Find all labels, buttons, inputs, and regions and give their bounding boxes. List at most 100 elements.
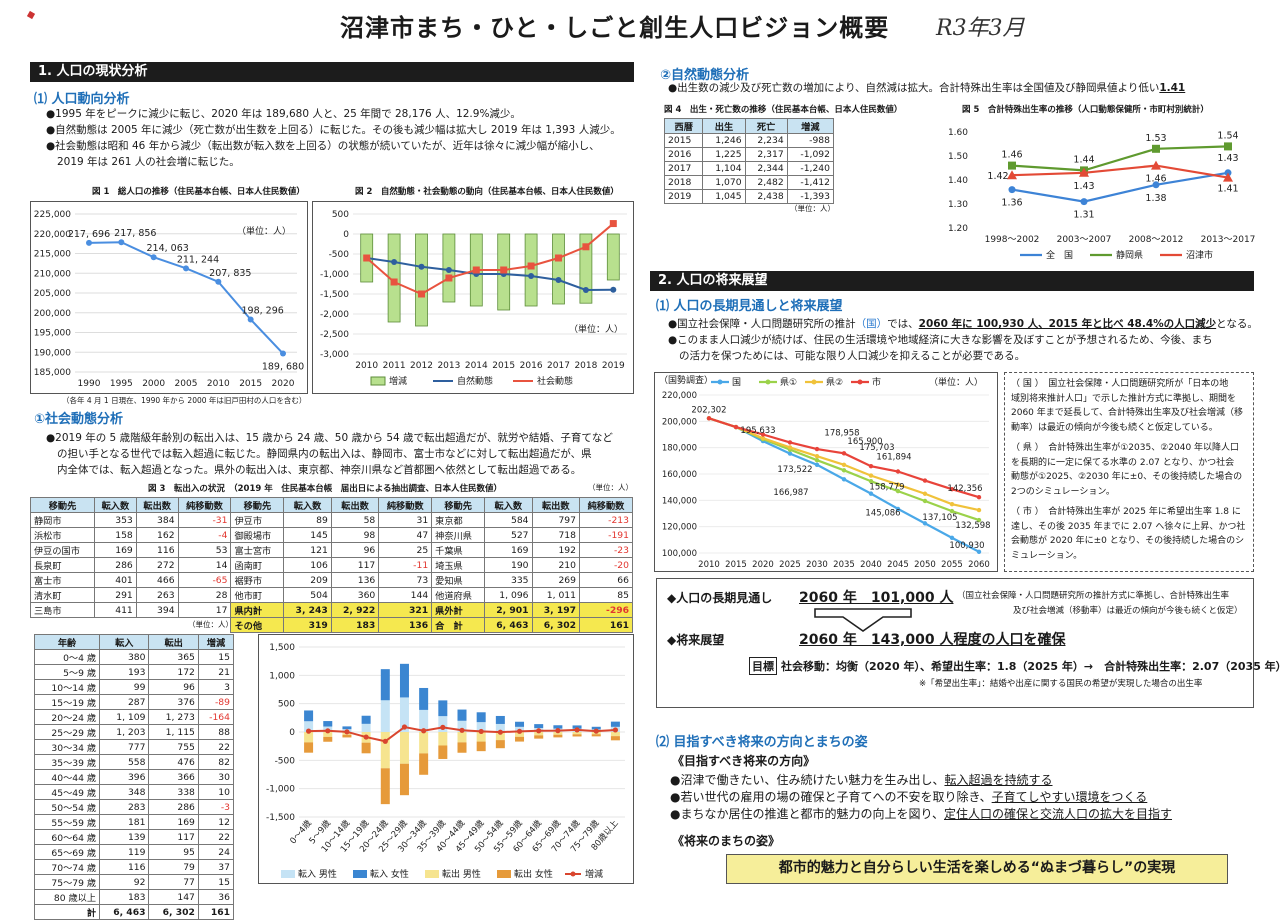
social-point [609,220,617,228]
table-cell: 96 [148,679,199,695]
x-tick-label: 2017 [547,361,570,371]
data-point [1008,186,1016,194]
data-label: 132,598 [955,521,990,531]
net-point [459,727,465,733]
out-male-bar [438,732,448,746]
data-point [118,239,125,246]
table-cell: 210 [531,557,581,573]
legend-swatch-change [370,376,386,386]
bullet-1a: ●沼津で働きたい、住み続けたい魅力を生み出し、 [670,773,945,787]
section2-text: ●国立社会保障・人口問題研究所の推計（国）では、2060 年に 100,930 … [668,316,1258,364]
goal-text: 社会移動：均衡（2020 年）、希望出生率：1.8（2025 年）→ 合計特殊出… [781,660,1280,673]
section1-sub2: ①社会動態分析 [34,412,124,427]
age-table: 年齢 転入 転出 増減 0～4 歳 380 365 15 5～9 歳 193 172 21 10～14 … [33,634,235,920]
fig1-chart: 225,000 220,000 215,000 210,000 205,000 200,0… [34,210,304,389]
s2-p1d: 2060 年に 100,930 人、2015 年と比べ 48.4%の人口減少 [918,318,1217,330]
para-4c: 内全体では、転入超過となった。県外の転出入は、東京都、神奈川県など首都圏へ依然と… [57,464,582,476]
note-3a: （ 市 ） 合計特殊出生率が 2025 年に希望出生率 1.8 に [1011,507,1241,517]
table-cell: 県外計 [431,602,486,618]
in-female-bar [380,669,390,701]
table-row: 2016 1,225 2,317 -1,092 [663,147,835,162]
legend-label: 市 [872,376,881,388]
out-female-bar [457,742,467,753]
table-cell: 401 [94,572,137,588]
table-cell: 348 [99,784,150,800]
data-point [1007,170,1017,180]
data-point [922,521,928,526]
table-cell: 161 [579,617,633,633]
table-cell: 2,234 [744,133,788,148]
bullet-2a: ●若い世代の雇用の場の確保と子育てへの不安を取り除き、 [670,790,992,804]
legend-label-change: 増減 [389,375,407,387]
fig3-table: 移動先 転入数 転出数 純移動数 移動先 転入数 転出数 純移動数 移動先 転入数 転出数 純移動数静… [30,497,633,633]
out-female-bar [342,734,352,738]
table-cell: 25～29 歳 [33,724,101,740]
table-cell: 2018 [663,175,704,190]
data-point [1152,144,1160,153]
data-point [1080,198,1088,206]
x-tick-label: 2013 [437,361,460,371]
table-cell: 1,225 [702,147,746,162]
data-label: 1.46 [1145,174,1166,185]
data-label: 1.31 [1073,210,1094,221]
table-cell: 777 [99,739,150,755]
data-label: 137,105 [922,513,957,523]
y-tick-label: 195,000 [34,329,71,339]
table-cell: 2017 [663,161,704,176]
table-cell: 85 [579,587,633,603]
table-cell: 浜松市 [30,527,95,543]
table-row: 45～49 歳 348 338 10 [33,784,235,800]
table-row: 20～24 歳 1, 109 1, 273 -164 [33,709,235,725]
y-tick-label: -2,000 [320,310,349,320]
net-point [325,728,331,734]
table-cell: 2,317 [744,147,788,162]
table-cell: 396 [99,769,150,785]
out-male-bar [495,732,505,741]
table-cell: 22 [197,739,235,755]
table-row: 2017 1,104 2,344 -1,240 [663,161,835,176]
table-header-cell: 純移動数 [177,497,232,513]
data-point [787,445,793,450]
table-cell: 1, 011 [531,587,581,603]
table-cell: 53 [177,542,232,558]
table-row: 50～54 歳 283 286 -3 [33,799,235,815]
y-tick-label: 1.40 [948,176,968,186]
in-male-bar [438,716,448,732]
table-cell [31,618,95,633]
table-row: 0～4 歳 380 365 15 [33,649,235,665]
x-tick-label: 2000 [142,379,165,389]
table-cell: 335 [484,572,533,588]
table-cell: 287 [99,694,150,710]
table-cell: 366 [148,769,199,785]
table-cell: 長泉町 [30,557,95,573]
y-tick-label: 180,000 [662,444,697,454]
social-point [472,266,480,274]
data-label: 195,633 [740,426,775,436]
table-cell: 埼玉県 [431,557,486,573]
data-point [247,316,254,323]
table-cell: 466 [135,572,179,588]
para-4b: の担い手となる世代では転入超過に転じた。静岡県内の転出入は、静岡市、富士市などに… [57,448,592,460]
x-tick-label: 2010 [698,560,720,570]
table-cell: 98 [330,527,380,543]
table-row: 10～14 歳 99 96 3 [33,679,235,695]
y-tick-label: 500 [332,210,349,220]
table-cell: 162 [135,527,179,543]
table-cell: 116 [135,542,179,558]
table-cell: 79 [148,859,199,875]
data-label: 217, 856 [114,228,156,239]
legend-swatch [497,870,511,878]
out-male-bar [457,732,467,743]
x-tick-label: 2003～2007 [1057,235,1112,245]
table-cell: 裾野市 [230,572,285,588]
y-tick-label: -1,500 [266,813,295,823]
in-male-bar [361,723,371,732]
section2-sub1: ⑴ 人口の長期見通しと将来展望 [656,299,843,314]
table-cell: 17 [177,602,232,618]
table-cell: 55～59 歳 [33,814,101,830]
table-header-cell: 転出数 [135,497,179,513]
net-point [305,728,312,734]
note-1b: 域別将来推計人口」で示した推計方式に準拠し、期間を [1011,393,1237,404]
social-point [418,290,425,298]
x-tick-label: 2025 [779,560,801,570]
